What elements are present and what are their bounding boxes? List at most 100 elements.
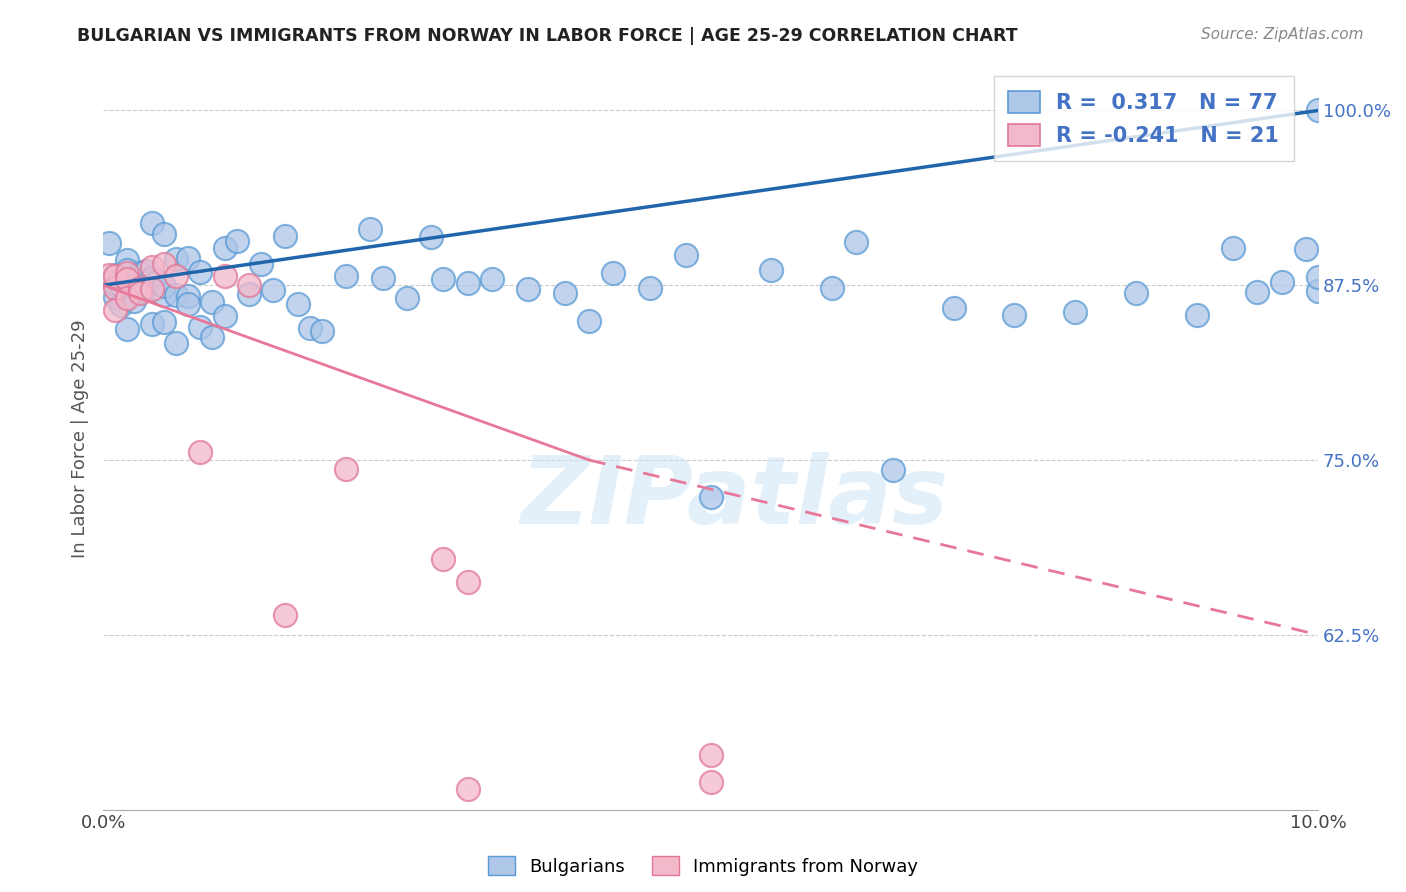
Point — [1295, 242, 1317, 256]
Point — [128, 285, 150, 299]
Point — [177, 252, 200, 266]
Point — [117, 272, 139, 286]
Point — [104, 303, 127, 318]
Point — [761, 263, 783, 277]
Point — [457, 575, 479, 590]
Point — [117, 291, 139, 305]
Point — [141, 260, 163, 274]
Point — [141, 275, 163, 289]
Point — [214, 242, 236, 256]
Point — [420, 230, 443, 244]
Legend: R =  0.317   N = 77, R = -0.241   N = 21: R = 0.317 N = 77, R = -0.241 N = 21 — [994, 76, 1294, 161]
Point — [578, 314, 600, 328]
Point — [128, 283, 150, 297]
Point — [602, 266, 624, 280]
Point — [165, 335, 187, 350]
Point — [274, 229, 297, 244]
Point — [141, 271, 163, 285]
Point — [153, 279, 176, 293]
Text: Source: ZipAtlas.com: Source: ZipAtlas.com — [1201, 27, 1364, 42]
Point — [104, 268, 127, 282]
Point — [638, 280, 661, 294]
Point — [117, 252, 139, 267]
Point — [141, 216, 163, 230]
Point — [699, 748, 721, 763]
Point — [1308, 269, 1330, 284]
Point — [359, 221, 381, 235]
Point — [128, 266, 150, 280]
Point — [128, 280, 150, 294]
Point — [117, 263, 139, 277]
Point — [128, 285, 150, 299]
Point — [214, 309, 236, 323]
Point — [675, 248, 697, 262]
Point — [146, 274, 169, 288]
Point — [274, 607, 297, 622]
Point — [699, 490, 721, 504]
Point — [1222, 241, 1244, 255]
Y-axis label: In Labor Force | Age 25-29: In Labor Force | Age 25-29 — [72, 319, 89, 558]
Point — [1308, 103, 1330, 118]
Point — [188, 319, 211, 334]
Point — [117, 266, 139, 280]
Point — [1308, 284, 1330, 298]
Point — [1064, 304, 1087, 318]
Point — [128, 286, 150, 301]
Point — [104, 290, 127, 304]
Point — [262, 283, 284, 297]
Point — [165, 288, 187, 302]
Point — [188, 265, 211, 279]
Point — [141, 317, 163, 331]
Point — [395, 292, 418, 306]
Point — [481, 272, 503, 286]
Point — [165, 252, 187, 266]
Point — [942, 301, 965, 315]
Text: BULGARIAN VS IMMIGRANTS FROM NORWAY IN LABOR FORCE | AGE 25-29 CORRELATION CHART: BULGARIAN VS IMMIGRANTS FROM NORWAY IN L… — [77, 27, 1018, 45]
Point — [1125, 285, 1147, 300]
Point — [117, 278, 139, 293]
Point — [98, 235, 121, 250]
Point — [845, 235, 868, 250]
Point — [110, 278, 132, 293]
Point — [457, 276, 479, 290]
Point — [153, 227, 176, 242]
Point — [153, 288, 176, 302]
Point — [104, 269, 127, 284]
Point — [117, 322, 139, 336]
Point — [298, 321, 321, 335]
Point — [201, 330, 224, 344]
Point — [287, 297, 309, 311]
Point — [153, 257, 176, 271]
Point — [457, 781, 479, 796]
Point — [225, 234, 247, 248]
Point — [201, 294, 224, 309]
Point — [128, 281, 150, 295]
Point — [110, 298, 132, 312]
Point — [177, 297, 200, 311]
Legend: Bulgarians, Immigrants from Norway: Bulgarians, Immigrants from Norway — [481, 849, 925, 883]
Point — [1002, 308, 1025, 322]
Point — [311, 324, 333, 338]
Point — [1246, 285, 1268, 300]
Point — [335, 462, 357, 476]
Point — [104, 277, 127, 292]
Point — [122, 293, 145, 308]
Point — [98, 268, 121, 282]
Point — [104, 281, 127, 295]
Text: ZIPatlas: ZIPatlas — [520, 452, 949, 544]
Point — [238, 278, 260, 293]
Point — [141, 282, 163, 296]
Point — [153, 315, 176, 329]
Point — [165, 268, 187, 283]
Point — [371, 271, 394, 285]
Point — [214, 268, 236, 283]
Point — [517, 282, 540, 296]
Point — [1185, 308, 1208, 322]
Point — [699, 774, 721, 789]
Point — [882, 463, 904, 477]
Point — [821, 281, 844, 295]
Point — [238, 286, 260, 301]
Point — [250, 257, 273, 271]
Point — [432, 272, 454, 286]
Point — [177, 289, 200, 303]
